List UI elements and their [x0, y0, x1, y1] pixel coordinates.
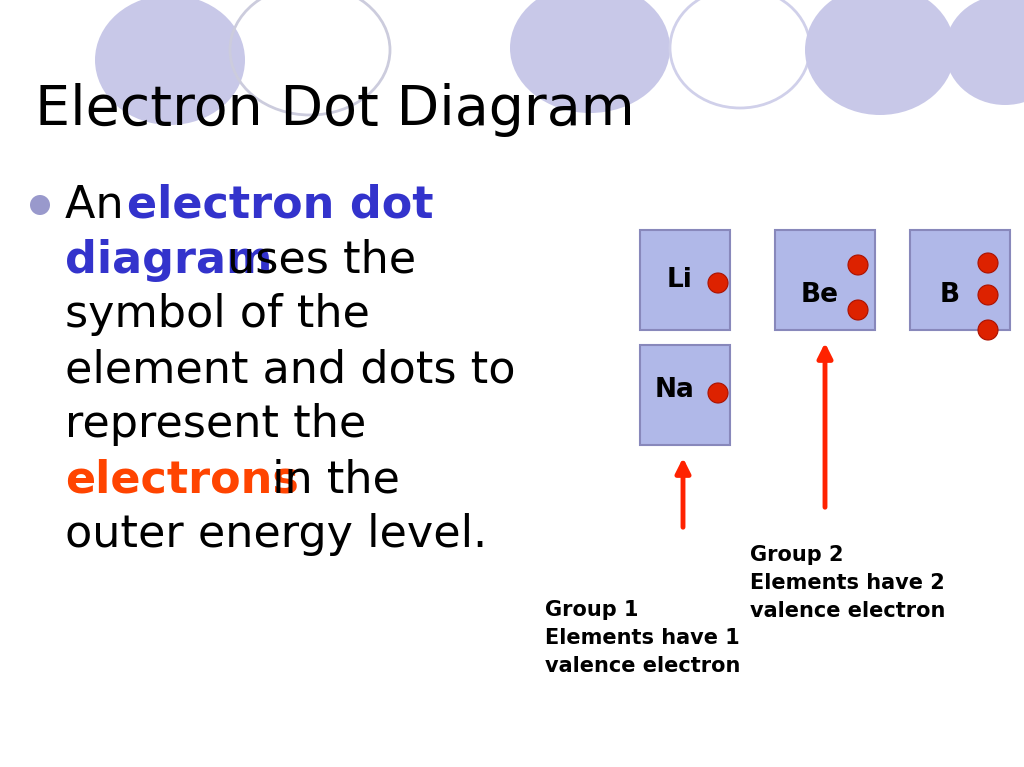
- Text: electron dot: electron dot: [127, 183, 433, 226]
- Circle shape: [848, 300, 868, 320]
- Circle shape: [978, 253, 998, 273]
- Text: diagram: diagram: [65, 239, 272, 281]
- Text: electrons: electrons: [65, 459, 299, 502]
- Text: Group 2
Elements have 2
valence electron: Group 2 Elements have 2 valence electron: [750, 545, 945, 621]
- Ellipse shape: [510, 0, 670, 113]
- Text: uses the: uses the: [213, 239, 416, 281]
- Circle shape: [708, 273, 728, 293]
- Text: symbol of the: symbol of the: [65, 294, 370, 337]
- Text: in the: in the: [258, 459, 400, 502]
- FancyBboxPatch shape: [775, 230, 874, 330]
- Text: Be: Be: [801, 282, 839, 308]
- Text: B: B: [940, 282, 961, 308]
- Ellipse shape: [945, 0, 1024, 105]
- Circle shape: [978, 285, 998, 305]
- Circle shape: [978, 320, 998, 340]
- Ellipse shape: [95, 0, 245, 125]
- Text: An: An: [65, 183, 138, 226]
- Text: element and dots to: element and dots to: [65, 348, 515, 391]
- FancyBboxPatch shape: [640, 345, 730, 445]
- Circle shape: [30, 195, 50, 215]
- Circle shape: [708, 383, 728, 403]
- Circle shape: [848, 255, 868, 275]
- FancyBboxPatch shape: [910, 230, 1010, 330]
- Text: Electron Dot Diagram: Electron Dot Diagram: [35, 83, 635, 137]
- Text: Na: Na: [655, 377, 695, 403]
- FancyBboxPatch shape: [640, 230, 730, 330]
- Text: Group 1
Elements have 1
valence electron: Group 1 Elements have 1 valence electron: [545, 600, 740, 676]
- Ellipse shape: [805, 0, 955, 115]
- Text: outer energy level.: outer energy level.: [65, 513, 487, 557]
- Text: represent the: represent the: [65, 403, 367, 446]
- Text: Li: Li: [667, 267, 693, 293]
